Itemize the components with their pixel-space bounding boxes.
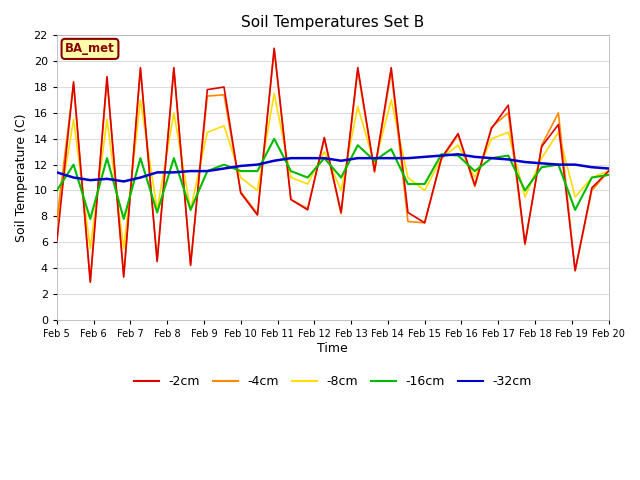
- Text: BA_met: BA_met: [65, 42, 115, 55]
- Title: Soil Temperatures Set B: Soil Temperatures Set B: [241, 15, 424, 30]
- X-axis label: Time: Time: [317, 342, 348, 355]
- Y-axis label: Soil Temperature (C): Soil Temperature (C): [15, 113, 28, 242]
- Legend: -2cm, -4cm, -8cm, -16cm, -32cm: -2cm, -4cm, -8cm, -16cm, -32cm: [129, 370, 537, 393]
